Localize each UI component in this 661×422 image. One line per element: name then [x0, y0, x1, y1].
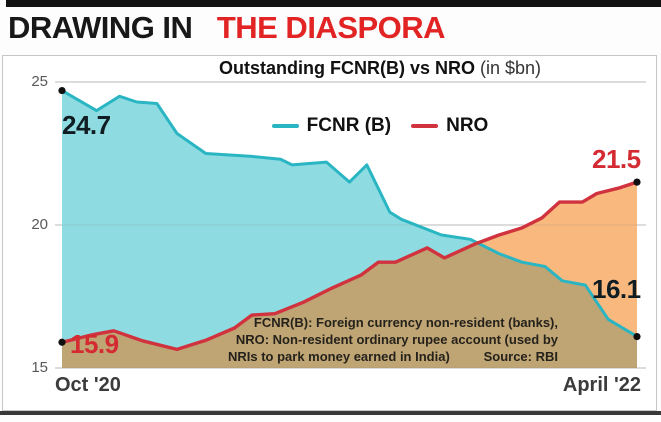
- headline-black: DRAWING IN: [8, 10, 193, 45]
- bottom-rule: [0, 411, 661, 415]
- legend-label-nro: NRO: [446, 115, 489, 136]
- x-label-end: April '22: [562, 374, 641, 396]
- chart-title: Outstanding FCNR(B) vs NRO (in $bn): [100, 58, 660, 79]
- nro-start-value: 15.9: [70, 329, 119, 359]
- top-rule: [6, 0, 661, 7]
- nro-end-value: 21.5: [592, 144, 641, 174]
- footnote-line-1: FCNR(B): Foreign currency non-resident (…: [253, 315, 558, 330]
- chart-footnote: FCNR(B): Foreign currency non-resident (…: [228, 314, 558, 365]
- headline-red: THE DIASPORA: [216, 10, 446, 45]
- legend-item-fcnr: FCNR (B): [271, 115, 392, 137]
- fcnr-line-swatch-icon: [271, 124, 299, 128]
- fcnr-end-value: 16.1: [592, 274, 641, 304]
- y-tick-15: 15: [31, 359, 48, 376]
- x-label-start: Oct '20: [55, 374, 121, 396]
- legend-label-fcnr: FCNR (B): [306, 115, 392, 136]
- footnote-line-3: NRIs to park money earned in India): [228, 349, 450, 364]
- nro-line-swatch-icon: [411, 124, 439, 128]
- chart-title-unit: (in $bn): [479, 58, 542, 78]
- legend: FCNR (B) NRO: [240, 115, 520, 137]
- y-tick-20: 20: [31, 216, 48, 233]
- fcnr-start-value: 24.7: [62, 110, 111, 140]
- legend-item-nro: NRO: [411, 115, 488, 137]
- y-tick-25: 25: [31, 73, 48, 90]
- source-credit: Source: RBI: [483, 349, 558, 364]
- chart-title-main: Outstanding FCNR(B) vs NRO: [218, 58, 475, 78]
- headline: DRAWING IN THE DIASPORA: [8, 10, 446, 46]
- footnote-line-2: NRO: Non-resident ordinary rupee account…: [235, 332, 558, 347]
